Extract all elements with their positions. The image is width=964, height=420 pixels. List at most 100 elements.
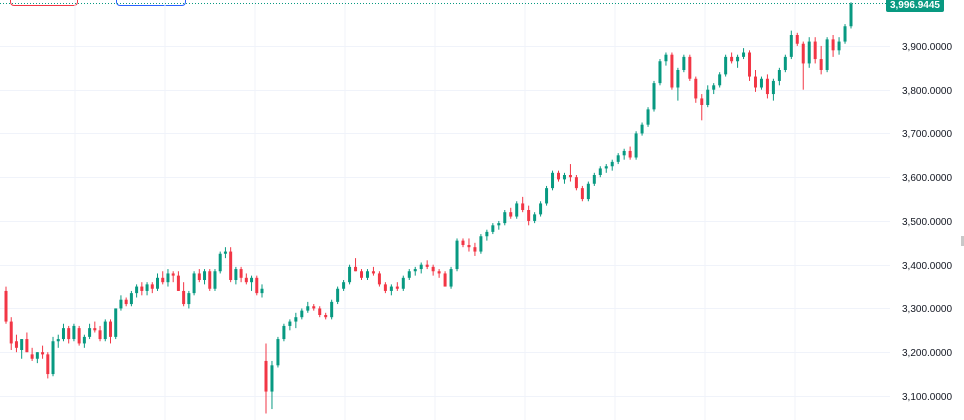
- candle-body: [9, 321, 13, 344]
- candle-body: [300, 310, 304, 318]
- candle: [736, 54, 740, 68]
- candle: [135, 284, 139, 298]
- candle-body: [819, 59, 823, 70]
- candle-body: [264, 360, 268, 392]
- candle: [192, 271, 196, 296]
- candle: [849, 2, 853, 29]
- candle: [108, 319, 112, 344]
- candle-body: [718, 74, 722, 86]
- candle: [342, 280, 346, 291]
- y-tick-label: 3,200.0000: [902, 348, 952, 359]
- candle: [250, 275, 254, 291]
- candle: [98, 325, 102, 342]
- candle-body: [503, 212, 507, 224]
- candle-body: [161, 277, 165, 283]
- candle-body: [360, 271, 364, 278]
- candle-body: [479, 236, 483, 252]
- candle-body: [455, 240, 459, 270]
- candle-body: [124, 299, 128, 305]
- last-price-badge: 3,996.9445: [885, 0, 944, 12]
- candle: [187, 290, 191, 309]
- candle-body: [82, 336, 86, 344]
- candle: [14, 334, 18, 353]
- candle: [156, 273, 160, 291]
- candle-body: [742, 52, 746, 57]
- candle-body: [610, 161, 614, 167]
- y-tick-label: 3,700.0000: [902, 129, 952, 140]
- candle: [682, 54, 686, 73]
- candle: [282, 323, 286, 342]
- candle: [67, 325, 71, 344]
- candle-body: [145, 284, 149, 291]
- price-axis[interactable]: 3,900.0000 3,800.0000 3,700.0000 3,600.0000…: [902, 42, 952, 403]
- candle: [93, 321, 97, 333]
- candle: [244, 273, 248, 285]
- candle: [658, 59, 662, 86]
- candle: [801, 41, 805, 90]
- candle-body: [365, 271, 369, 278]
- candle-body: [306, 306, 310, 311]
- scrollbar-handle[interactable]: [961, 236, 964, 246]
- candle: [610, 159, 614, 171]
- candle: [688, 54, 692, 81]
- candle-body: [664, 54, 668, 62]
- candle-body: [813, 41, 817, 60]
- candle: [371, 266, 375, 276]
- candle: [545, 185, 549, 206]
- candle-body: [250, 277, 254, 283]
- candle-body: [282, 325, 286, 340]
- candle-body: [753, 76, 757, 88]
- candle-body: [208, 271, 212, 289]
- candle-body: [748, 52, 752, 77]
- candle: [706, 85, 710, 108]
- sell-button[interactable]: [10, 0, 78, 6]
- candle-body: [197, 273, 201, 280]
- y-tick-label: 3,500.0000: [902, 217, 952, 228]
- candle: [783, 54, 787, 73]
- candle-body: [736, 56, 740, 62]
- candle-body: [150, 284, 154, 289]
- candle-body: [616, 155, 620, 162]
- candle: [82, 334, 86, 348]
- candle: [562, 172, 566, 184]
- candle: [777, 67, 781, 86]
- candle: [182, 282, 186, 307]
- candle: [718, 72, 722, 88]
- candle-body: [354, 266, 358, 272]
- candle: [825, 37, 829, 73]
- candle: [616, 153, 620, 165]
- candle: [140, 282, 144, 296]
- y-tick-label: 3,900.0000: [902, 42, 952, 53]
- candle: [598, 166, 602, 178]
- candle: [264, 343, 268, 414]
- candle: [124, 297, 128, 307]
- candle: [521, 196, 525, 213]
- candle-body: [521, 203, 525, 210]
- candle-body: [67, 328, 71, 340]
- candle: [586, 181, 590, 202]
- candle: [46, 352, 50, 379]
- candle-body: [783, 56, 787, 70]
- candle-body: [700, 98, 704, 105]
- candle: [831, 35, 835, 57]
- candle-body: [20, 339, 24, 350]
- candle-body: [229, 251, 233, 280]
- candle-body: [640, 124, 644, 134]
- candle-body: [831, 39, 835, 51]
- candle-body: [171, 273, 175, 276]
- candle-body: [461, 240, 465, 245]
- candle-body: [61, 328, 65, 340]
- candle: [700, 94, 704, 121]
- candle-body: [724, 56, 728, 75]
- candle-body: [330, 301, 334, 318]
- candle-body: [129, 293, 133, 305]
- candle-body: [377, 273, 381, 285]
- candle-body: [255, 277, 259, 294]
- candle: [628, 146, 632, 160]
- candle-body: [294, 317, 298, 322]
- candle-body: [443, 273, 447, 287]
- candle-body: [135, 286, 139, 294]
- candle-body: [467, 245, 471, 248]
